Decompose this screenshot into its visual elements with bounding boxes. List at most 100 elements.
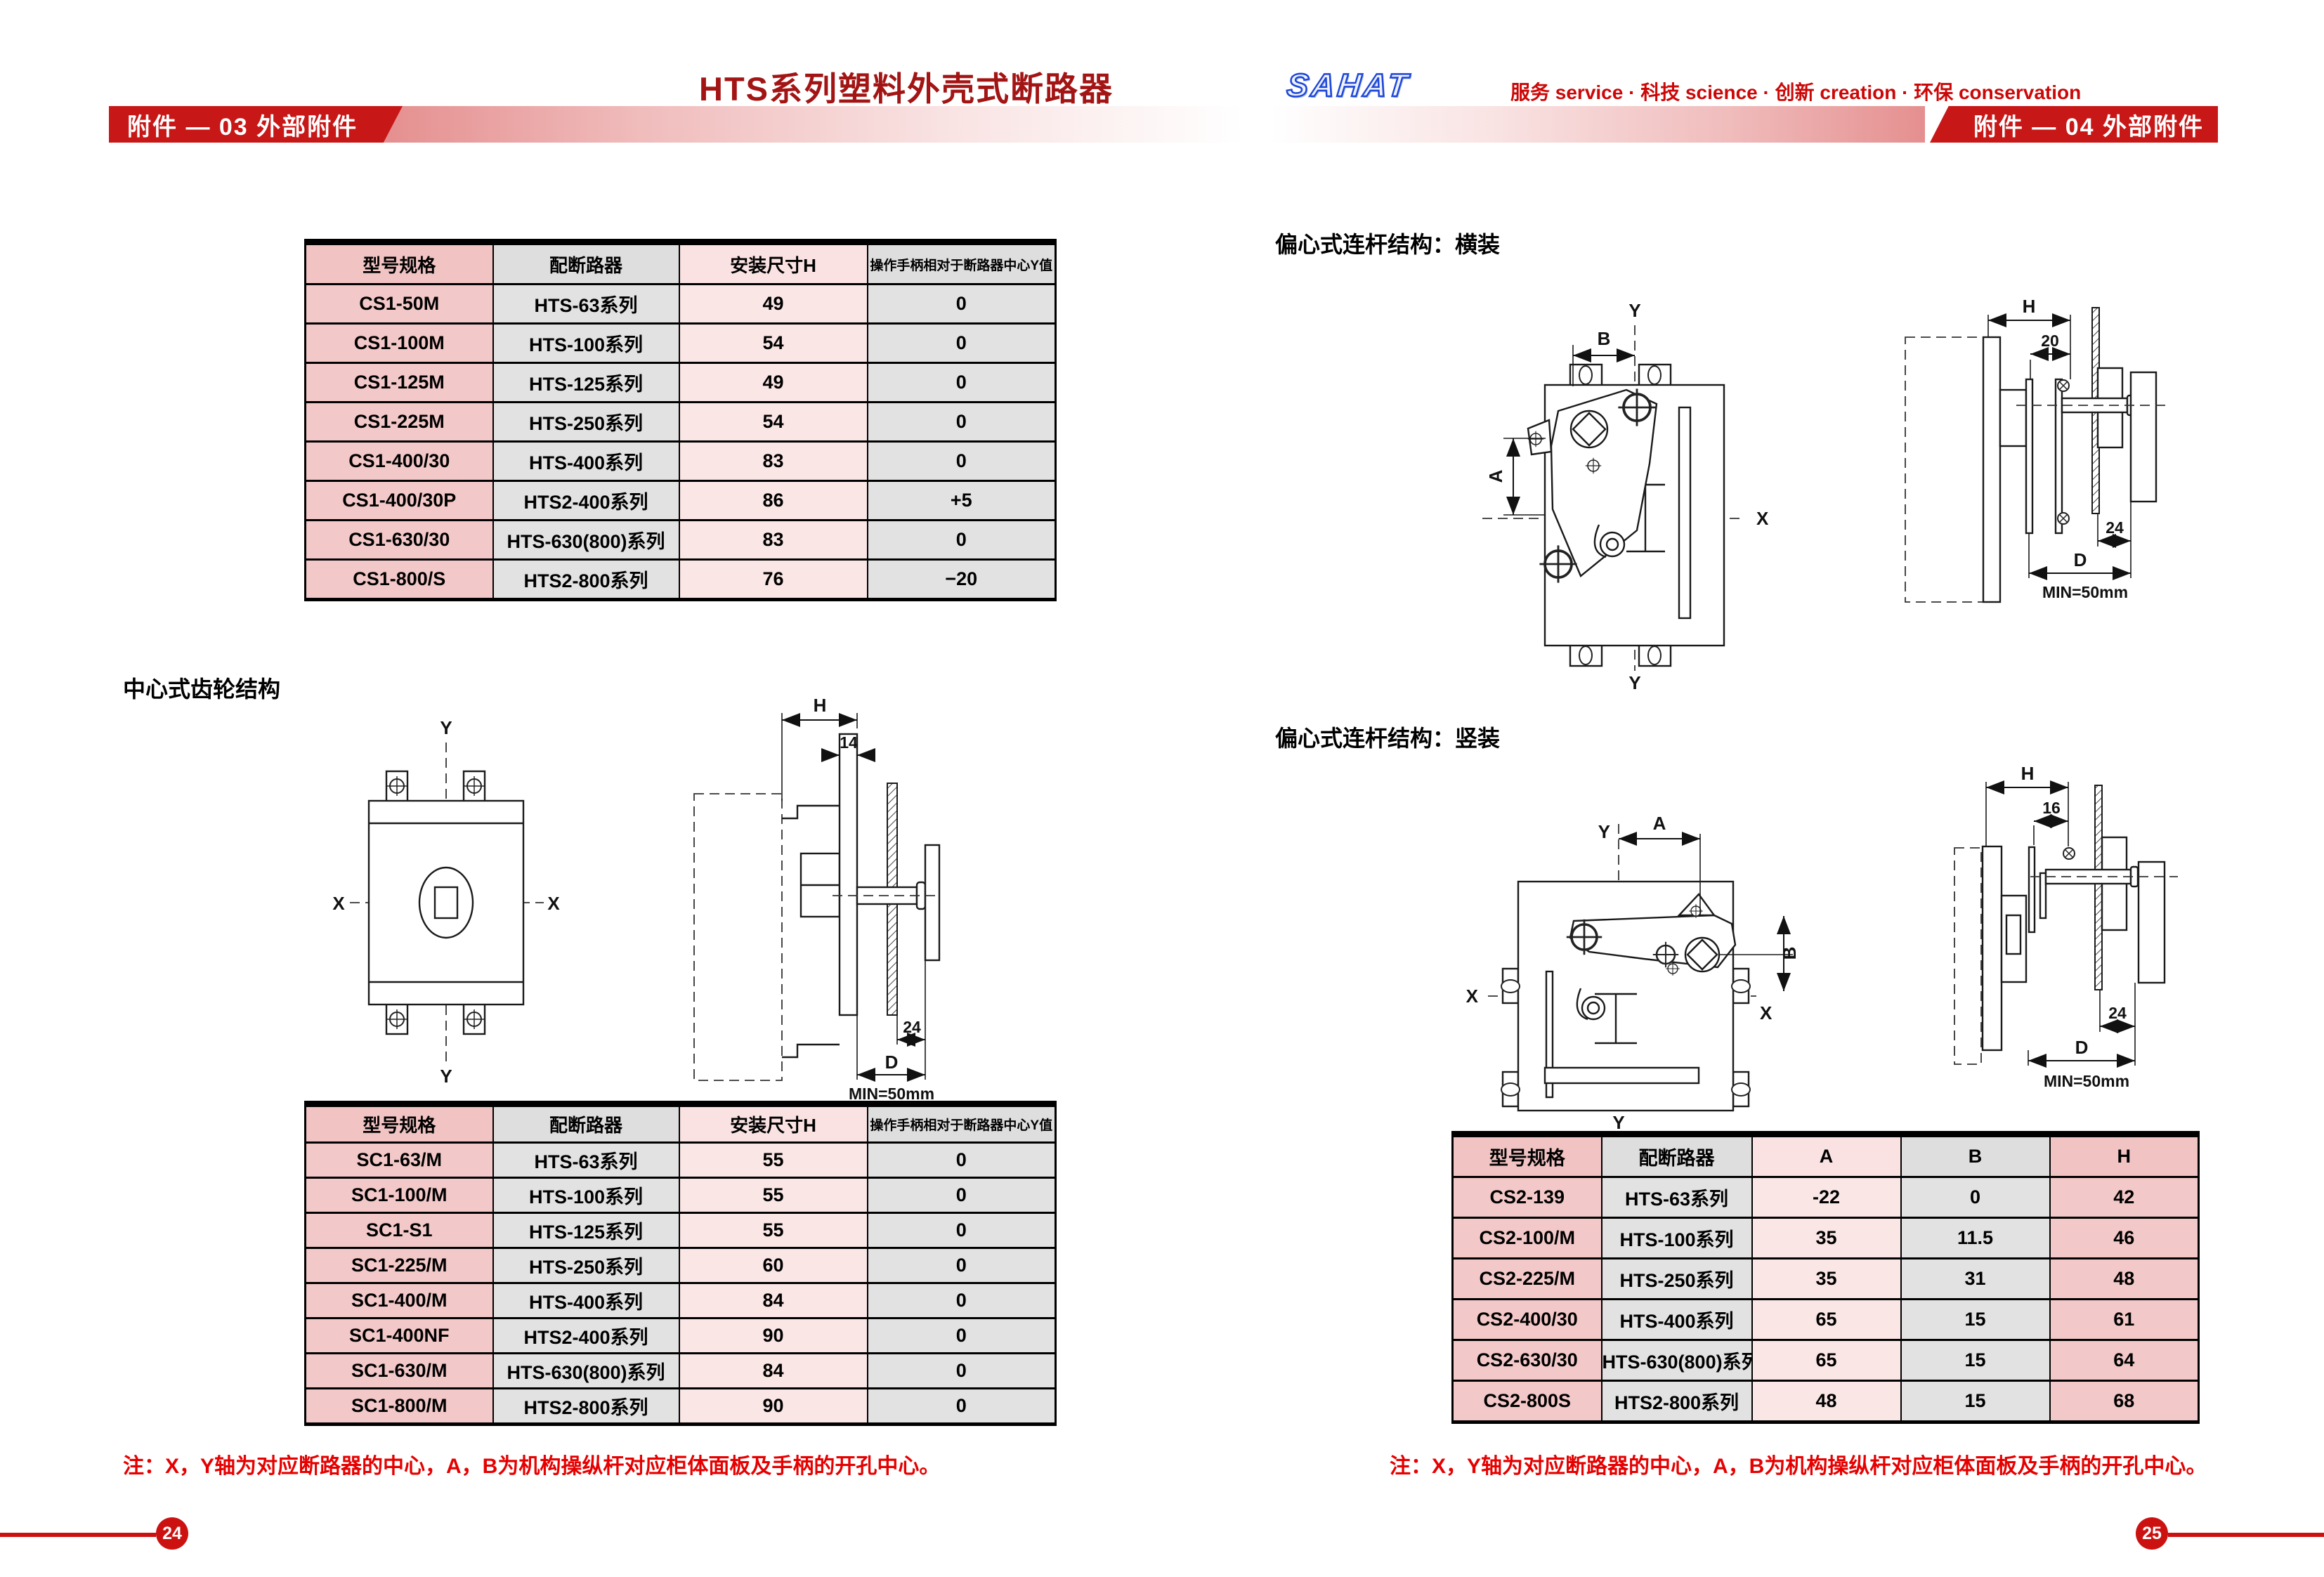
- table-cell: CS1-400/30P: [304, 480, 494, 521]
- x-axis-label: X: [1756, 508, 1769, 529]
- table-cell: 0: [866, 1352, 1057, 1389]
- table-row: CS2-400/30 HTS-400系列 65 15 61: [1451, 1298, 2200, 1341]
- footer-rule-right: [2168, 1533, 2324, 1537]
- table-cell: 0: [866, 1317, 1057, 1354]
- dim-label-d: D: [2075, 1037, 2089, 1058]
- table-row: CS1-125M HTS-125系列 49 0: [304, 362, 1057, 403]
- table-row: CS1-400/30 HTS-400系列 83 0: [304, 440, 1057, 482]
- column-header: 型号规格: [304, 1103, 494, 1144]
- table-cell: 0: [1900, 1176, 2051, 1219]
- table-cell: 15: [1900, 1339, 2051, 1382]
- table-row: SC1-63/M HTS-63系列 55 0: [304, 1141, 1057, 1179]
- cs1-spec-table: 型号规格 配断路器 安装尺寸H 操作手柄相对于断路器中心Y值 CS1-50M HTS-63…: [304, 239, 1057, 601]
- y-axis-label: Y: [1612, 1112, 1624, 1133]
- table-row: SC1-S1 HTS-125系列 55 0: [304, 1212, 1057, 1249]
- table-row: SC1-800/M HTS2-800系列 90 0: [304, 1387, 1057, 1425]
- x-axis-label: X: [1466, 986, 1479, 1007]
- table-cell: 60: [678, 1247, 868, 1284]
- dim-label-14: 14: [840, 733, 858, 752]
- table-cell: 48: [1751, 1380, 1902, 1423]
- table-cell: CS1-100M: [304, 322, 494, 364]
- table-cell: CS2-100/M: [1451, 1217, 1602, 1259]
- table-row: SC1-400NF HTS2-400系列 90 0: [304, 1317, 1057, 1354]
- dim-label-20: 20: [2041, 332, 2059, 350]
- column-header: A: [1751, 1133, 1902, 1178]
- table-cell: CS2-139: [1451, 1176, 1602, 1219]
- table-cell: 0: [866, 1387, 1057, 1425]
- footer-rule-left: [0, 1533, 156, 1537]
- table-cell: SC1-400NF: [304, 1317, 494, 1354]
- table-cell: 42: [2049, 1176, 2200, 1219]
- min-clearance-label: MIN=50mm: [849, 1085, 934, 1103]
- table-cell: HTS2-800系列: [492, 558, 680, 601]
- table-cell: 84: [678, 1282, 868, 1319]
- table-cell: 0: [866, 1212, 1057, 1249]
- table-cell: HTS-63系列: [492, 283, 680, 325]
- table-cell: 90: [678, 1387, 868, 1425]
- vertical-mount-front-view-diagram: Y Y X X A B: [1466, 813, 1800, 1133]
- linkage-plate: [1527, 387, 1658, 584]
- right-banner: 附件 — 04 外部附件: [1930, 106, 2218, 143]
- table-cell: HTS-100系列: [492, 1177, 680, 1214]
- y-axis-label: Y: [440, 1066, 452, 1087]
- dimensions: H 16 24 D MIN=50mm: [1985, 763, 2136, 1090]
- y-axis-label: Y: [1598, 821, 1610, 842]
- table-cell: 49: [678, 362, 868, 403]
- table-cell: HTS-630(800)系列: [492, 1352, 680, 1389]
- dim-label-d: D: [885, 1052, 899, 1073]
- brand-slogan: 服务 service · 科技 science · 创新 creation · …: [1510, 81, 2082, 103]
- column-header: 操作手柄相对于断路器中心Y值: [866, 241, 1057, 285]
- column-header: 安装尺寸H: [678, 241, 868, 285]
- cs2-spec-table: 型号规格 配断路器 A B H CS2-139 HTS-63系列 -22 0 42 CS2-100/…: [1451, 1131, 2200, 1424]
- table-cell: 61: [2049, 1298, 2200, 1341]
- table-cell: 0: [866, 322, 1057, 364]
- table-row: SC1-630/M HTS-630(800)系列 84 0: [304, 1352, 1057, 1389]
- table-cell: HTS2-400系列: [492, 480, 680, 521]
- center-gear-front-view-diagram: Y Y X X: [332, 717, 560, 1087]
- column-header: B: [1900, 1133, 2051, 1178]
- table-cell: 31: [1900, 1257, 2051, 1300]
- table-cell: 49: [678, 283, 868, 325]
- table-cell: 64: [2049, 1339, 2200, 1382]
- table-cell: 65: [1751, 1339, 1902, 1382]
- table-cell: 83: [678, 440, 868, 482]
- table-row: CS1-800/S HTS2-800系列 76 −20: [304, 558, 1057, 601]
- left-banner-gradient: [383, 106, 1243, 143]
- table-cell: −20: [866, 558, 1057, 601]
- table-cell: 54: [678, 322, 868, 364]
- dim-label-24: 24: [2106, 518, 2124, 537]
- table-row: CS1-630/30 HTS-630(800)系列 83 0: [304, 519, 1057, 561]
- table-cell: CS1-400/30: [304, 440, 494, 482]
- table-row: CS2-139 HTS-63系列 -22 0 42: [1451, 1176, 2200, 1219]
- dim-label-16: 16: [2042, 799, 2061, 817]
- table-cell: 0: [866, 401, 1057, 443]
- table-cell: CS1-225M: [304, 401, 494, 443]
- horizontal-mount-front-view-diagram: Y Y X A B: [1482, 300, 1769, 693]
- table-cell: HTS-125系列: [492, 1212, 680, 1249]
- table-cell: -22: [1751, 1176, 1902, 1219]
- table-cell: 15: [1900, 1298, 2051, 1341]
- page-number-left: 24: [156, 1517, 188, 1550]
- table-cell: 11.5: [1900, 1217, 2051, 1259]
- table-cell: SC1-63/M: [304, 1141, 494, 1179]
- table-cell: SC1-800/M: [304, 1387, 494, 1425]
- table-row: SC1-400/M HTS-400系列 84 0: [304, 1282, 1057, 1319]
- mechanism-outline: [782, 733, 941, 1059]
- table-cell: HTS-400系列: [492, 1282, 680, 1319]
- table-cell: HTS-250系列: [492, 1247, 680, 1284]
- right-banner-gradient: [1270, 106, 1925, 143]
- table-cell: 0: [866, 283, 1057, 325]
- page-title: HTS系列塑料外壳式断路器: [699, 70, 1114, 107]
- table-cell: SC1-630/M: [304, 1352, 494, 1389]
- breaker-front-outline: [367, 770, 525, 1035]
- table-cell: 48: [2049, 1257, 2200, 1300]
- table-cell: 84: [678, 1352, 868, 1389]
- x-axis-label: X: [332, 893, 345, 914]
- table-cell: 55: [678, 1141, 868, 1179]
- center-gear-section-label: 中心式齿轮结构: [123, 676, 281, 702]
- table-cell: 0: [866, 1247, 1057, 1284]
- table-cell: 86: [678, 480, 868, 521]
- mechanism-outline: [1981, 785, 2178, 1052]
- right-banner-label: 附件 — 04 外部附件: [1973, 113, 2204, 140]
- table-cell: CS2-400/30: [1451, 1298, 1602, 1341]
